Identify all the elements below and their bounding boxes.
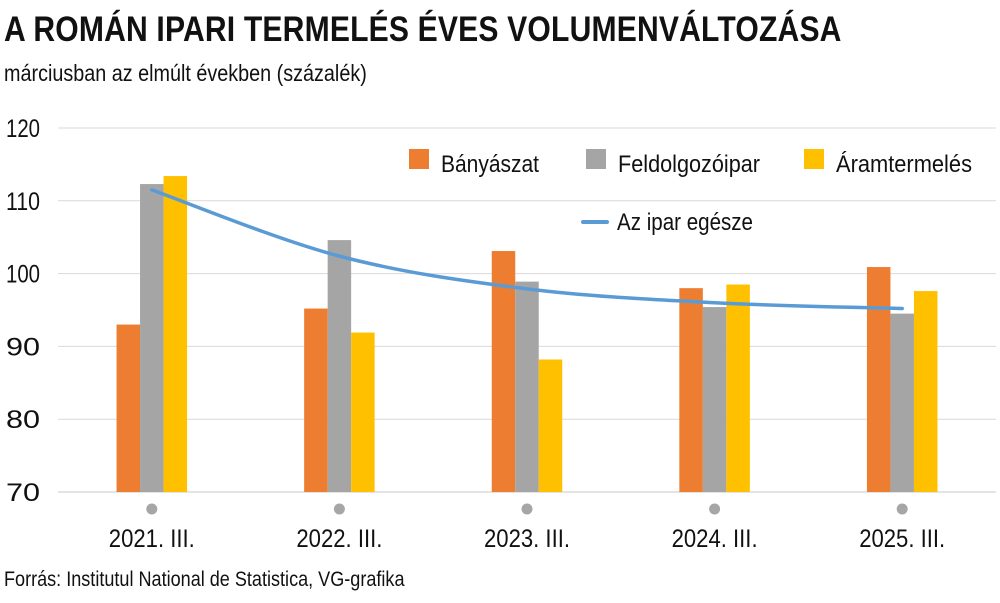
line-ipar-egesze: [150, 188, 904, 311]
y-tick-label: 80: [6, 406, 40, 434]
chart-subtitle: márciusban az elmúlt években (százalék): [4, 60, 367, 86]
legend-label: Áramtermelés: [836, 151, 972, 178]
x-tick-label: 2022. III.: [296, 525, 382, 553]
legend-swatch: [586, 149, 606, 169]
legend-label: Az ipar egésze: [617, 209, 753, 236]
bar: [515, 281, 539, 492]
bar: [866, 267, 891, 492]
legend-swatch: [804, 149, 824, 169]
x-tick-marker: [896, 503, 908, 515]
bar: [890, 313, 914, 492]
y-tick-label: 120: [6, 115, 40, 143]
x-axis: 2021. III. 2022. III. 2023. III. 2024. III.…: [109, 503, 945, 553]
bar: [913, 291, 938, 492]
x-tick-marker: [333, 503, 345, 515]
x-tick-marker: [709, 503, 721, 515]
x-tick-label: 2021. III.: [109, 525, 195, 553]
legend-label: Bányászat: [441, 151, 539, 178]
x-tick-marker: [521, 503, 533, 515]
bar: [304, 308, 328, 492]
source-note: Forrás: Institutul National de Statistic…: [4, 568, 405, 591]
x-tick-label: 2025. III.: [859, 525, 945, 553]
line-series: [150, 188, 904, 311]
y-tick-label: 90: [6, 333, 40, 361]
bar: [538, 359, 563, 492]
bar: [116, 324, 141, 492]
bar: [351, 332, 375, 492]
x-tick-label: 2023. III.: [484, 525, 570, 553]
legend-label: Feldolgozóipar: [618, 151, 760, 178]
bar: [679, 288, 703, 492]
bar: [140, 184, 164, 492]
bar: [327, 240, 352, 492]
y-tick-label: 70: [6, 479, 40, 507]
y-tick-label: 110: [6, 188, 40, 216]
bar: [702, 307, 727, 492]
x-tick-marker: [146, 503, 158, 515]
bar: [491, 251, 516, 492]
bar: [163, 176, 188, 492]
bars: [116, 176, 938, 492]
chart-title: A ROMÁN IPARI TERMELÉS ÉVES VOLUMENVÁLTO…: [4, 10, 842, 49]
legend-swatch: [409, 149, 429, 169]
y-axis: 70 80 90 100 110 120: [6, 115, 40, 507]
y-tick-label: 100: [6, 261, 40, 289]
legend: Bányászat Feldolgozóipar Áramtermelés Az ip…: [409, 149, 972, 236]
bar: [726, 284, 750, 492]
x-tick-label: 2024. III.: [672, 525, 758, 553]
